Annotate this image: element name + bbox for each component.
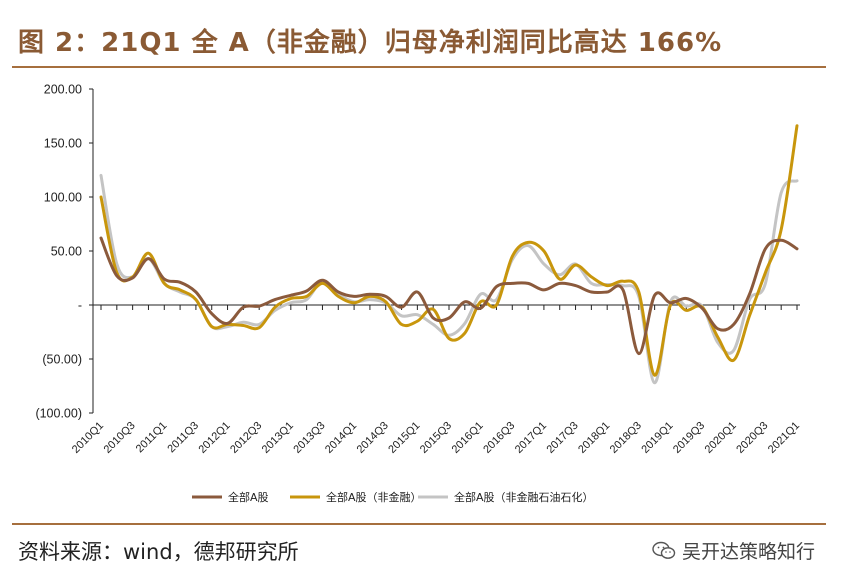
- source-note: 资料来源：wind，德邦研究所: [18, 540, 299, 564]
- top-divider: [12, 66, 826, 68]
- figure-title: 图 2：21Q1 全 A（非金融）归母净利润同比高达 166%: [18, 28, 723, 58]
- x-tick-label: 2014Q1: [323, 420, 359, 456]
- y-tick-label: (50.00): [42, 353, 82, 367]
- wechat-icon: [652, 541, 676, 559]
- x-tick-label: 2012Q1: [196, 420, 232, 456]
- watermark: 吴开达策略知行: [652, 537, 815, 564]
- x-tick-label: 2017Q1: [513, 420, 549, 456]
- x-tick-label: 2016Q1: [450, 420, 486, 456]
- series-line-all-a: [99, 236, 799, 356]
- x-tick-label: 2019Q3: [671, 420, 707, 456]
- profit-growth-line-chart: 200.00150.00100.0050.00-(50.00)(100.00) …: [35, 83, 802, 505]
- x-tick-label: 2010Q1: [70, 420, 106, 456]
- y-tick-label: 150.00: [44, 137, 82, 151]
- x-tick-label: 2016Q3: [481, 420, 517, 456]
- legend-label: 全部A股: [228, 490, 269, 504]
- x-tick-label: 2021Q1: [766, 420, 802, 456]
- x-tick-label: 2019Q1: [639, 420, 675, 456]
- x-tick-label: 2018Q1: [576, 420, 612, 456]
- y-tick-label: -: [78, 299, 82, 313]
- x-tick-label: 2011Q3: [165, 420, 201, 456]
- x-tick-label: 2013Q3: [291, 420, 327, 456]
- bottom-divider: [12, 523, 826, 525]
- x-tick-label: 2011Q1: [134, 420, 170, 456]
- x-tick-label: 2018Q3: [608, 420, 644, 456]
- x-tick-label: 2014Q3: [355, 420, 391, 456]
- legend-label: 全部A股（非金融石油石化）: [454, 490, 594, 504]
- chart-legend: 全部A股 全部A股（非金融） 全部A股（非金融石油石化）: [192, 490, 594, 504]
- legend-label: 全部A股（非金融）: [326, 490, 422, 504]
- y-axis: 200.00 150.00 100.00 50.00 - (50.00) (100.00): [35, 83, 94, 421]
- y-tick-label: (100.00): [35, 407, 82, 421]
- watermark-text: 吴开达策略知行: [681, 541, 815, 563]
- x-tick-label: 2020Q3: [734, 420, 770, 456]
- series-line-nonfinancial-ex-petro: [99, 173, 799, 385]
- y-tick-label: 100.00: [44, 191, 82, 205]
- y-tick-label: 200.00: [44, 83, 82, 97]
- x-tick-label: 2015Q3: [418, 420, 454, 456]
- x-tick-label: 2012Q3: [228, 420, 264, 456]
- y-tick-label: 50.00: [51, 245, 82, 259]
- x-tick-label: 2010Q3: [102, 420, 138, 456]
- series-line-nonfinancial: [99, 124, 799, 377]
- x-tick-label: 2017Q3: [544, 420, 580, 456]
- x-tick-label: 2013Q1: [260, 420, 296, 456]
- x-tick-label: 2015Q1: [386, 420, 422, 456]
- series-lines: [99, 124, 799, 385]
- x-tick-label: 2020Q1: [703, 420, 739, 456]
